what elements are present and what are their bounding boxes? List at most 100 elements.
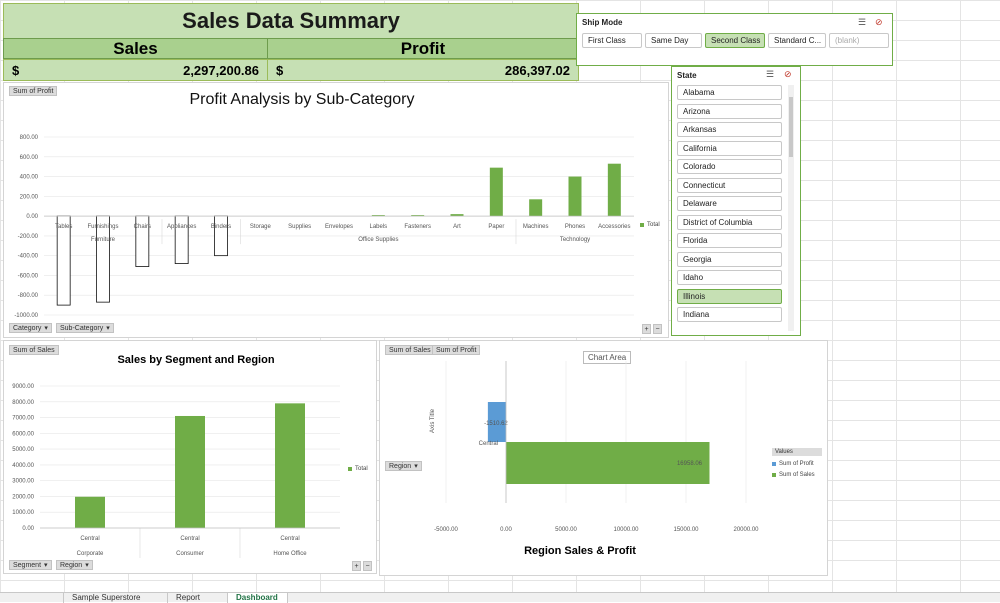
sheet-tab[interactable]: Sample Superstore (64, 593, 168, 603)
filter-icon: ▾ (44, 325, 48, 332)
category-filter-button[interactable]: Category ▾ (9, 323, 52, 333)
group-label: Home Office (273, 551, 307, 557)
state-item[interactable]: Florida (677, 233, 782, 248)
bar-home-office (275, 403, 305, 528)
y-tick-label: -1000.00 (14, 313, 38, 319)
x-tick-label: Appliances (167, 224, 196, 230)
y-tick-label: -400.00 (18, 254, 39, 260)
state-item[interactable]: Arizona (677, 103, 782, 119)
state-slicer[interactable]: State ☰ ⊘ Alabama Arizona Arkansas Californ… (671, 66, 801, 336)
sheet-tab[interactable]: Report (168, 593, 228, 603)
bar-paper (489, 167, 503, 217)
chart-area-tooltip: Chart Area (583, 351, 632, 364)
state-item[interactable]: Indiana (677, 307, 782, 322)
ship-mode-slicer[interactable]: Ship Mode ☰ ⊘ First Class Same Day Second … (576, 13, 893, 66)
group-label: Furniture (91, 237, 116, 243)
state-item[interactable]: Georgia (677, 251, 782, 267)
legend-item-sales: Sum of Sales (772, 472, 822, 478)
state-item[interactable]: Arkansas (677, 122, 782, 137)
state-item[interactable]: Colorado (677, 159, 782, 174)
region-sum-of-sales-button[interactable]: Sum of Sales (385, 345, 435, 355)
ship-mode-items: First Class Same Day Second Class Standard … (582, 33, 889, 48)
x-tick-label: Art (453, 224, 461, 230)
state-items: Alabama Arizona Arkansas California Colorado… (677, 85, 782, 331)
region-sum-of-profit-button[interactable]: Sum of Profit (432, 345, 481, 355)
expand-button[interactable]: + (352, 561, 361, 571)
y-tick-label: 200.00 (20, 194, 39, 200)
profit-value: 286,397.02 (504, 62, 570, 78)
sum-of-profit-button[interactable]: Sum of Profit (9, 86, 58, 96)
ship-mode-item[interactable]: Second Class (705, 33, 765, 48)
region-chart-panel[interactable]: Sum of Sales Sum of Profit Chart Area Ax… (379, 340, 828, 576)
state-item[interactable]: District of Columbia (677, 214, 782, 230)
segment-chart-panel[interactable]: Sum of Sales Sales by Segment and Region… (3, 340, 377, 574)
region-legend: Values Sum of Profit Sum of Sales (772, 448, 822, 478)
filter-icon: ▾ (85, 562, 89, 569)
ship-mode-item[interactable]: (blank) (829, 33, 889, 48)
legend-label: Sum of Profit (779, 461, 814, 467)
clear-filter-icon[interactable]: ⊘ (875, 17, 883, 27)
legend-title: Values (772, 448, 822, 456)
legend-swatch (772, 473, 776, 477)
region-row-filter-button[interactable]: Region ▾ (385, 461, 422, 471)
subcategory-filter-button[interactable]: Sub-Category ▾ (56, 323, 114, 333)
y-tick-label: 800.00 (20, 135, 39, 141)
sheet-tab[interactable]: Dashboard (228, 593, 288, 603)
y-tick-label: 0.00 (26, 214, 38, 220)
ship-mode-item[interactable]: Standard C... (768, 33, 826, 48)
legend-swatch (772, 462, 776, 466)
profit-currency: $ (276, 62, 284, 78)
region-row-label: Region (389, 462, 412, 470)
sum-of-profit-label: Sum of Profit (13, 87, 54, 95)
segment-filter-button[interactable]: Segment ▾ (9, 560, 52, 570)
y-tick-label: 3000.00 (12, 479, 34, 485)
x-tick-label: Chairs (134, 224, 151, 230)
x-tick-label: Furnishings (87, 224, 118, 230)
state-item[interactable]: Delaware (677, 196, 782, 211)
y-tick-label: 8000.00 (12, 400, 34, 406)
sheet-tab[interactable] (0, 593, 64, 603)
y-tick-label: 6000.00 (12, 431, 34, 437)
group-label: Technology (560, 237, 590, 243)
y-tick-label: 7000.00 (12, 416, 34, 422)
y-tick-label: 600.00 (20, 155, 39, 161)
state-scrollbar[interactable] (788, 85, 794, 331)
sales-value: 2,297,200.86 (183, 62, 259, 78)
y-tick-label: -200.00 (18, 234, 39, 240)
clear-filter-icon[interactable]: ⊘ (784, 69, 792, 79)
profit-value-cell[interactable]: $ 286,397.02 (267, 59, 579, 81)
multi-select-icon[interactable]: ☰ (766, 69, 775, 79)
sales-value-cell[interactable]: $ 2,297,200.86 (3, 59, 268, 81)
y-tick-label: 4000.00 (12, 463, 34, 469)
sum-of-sales-button[interactable]: Sum of Sales (9, 345, 59, 355)
collapse-button[interactable]: − (363, 561, 372, 571)
scrollbar-thumb[interactable] (789, 97, 793, 157)
group-label: Consumer (176, 551, 204, 557)
state-item[interactable]: Alabama (677, 85, 782, 100)
filter-icon: ▾ (44, 562, 48, 569)
state-item[interactable]: Connecticut (677, 177, 782, 193)
region-label: Region (60, 561, 83, 569)
region-filter-button[interactable]: Region ▾ (56, 560, 93, 570)
profit-header: Profit (267, 38, 579, 59)
expand-button[interactable]: + (642, 324, 651, 334)
collapse-button[interactable]: − (653, 324, 662, 334)
profit-chart-plot: 800.00 600.00 400.00 200.00 0.00 -200.00 -400.… (14, 135, 634, 319)
subcategory-label: Sub-Category (60, 324, 104, 332)
x-tick-label: Accessories (598, 224, 630, 230)
profit-chart-panel[interactable]: Sum of Profit Profit Analysis by Sub-Cat… (3, 82, 669, 338)
bar-accessories (607, 163, 621, 217)
sales-data-label: 16958.06 (677, 461, 703, 467)
state-title: State (677, 71, 697, 80)
y-tick-label: 5000.00 (12, 447, 34, 453)
y-tick-label: 400.00 (20, 175, 39, 181)
ship-mode-item[interactable]: Same Day (645, 33, 702, 48)
bar-corporate (75, 496, 105, 528)
state-item[interactable]: Illinois (677, 288, 782, 304)
multi-select-icon[interactable]: ☰ (858, 17, 867, 27)
state-item[interactable]: Idaho (677, 270, 782, 285)
bar-binders (214, 215, 228, 257)
ship-mode-item[interactable]: First Class (582, 33, 642, 48)
bar-consumer (175, 415, 205, 528)
state-item[interactable]: California (677, 140, 782, 156)
